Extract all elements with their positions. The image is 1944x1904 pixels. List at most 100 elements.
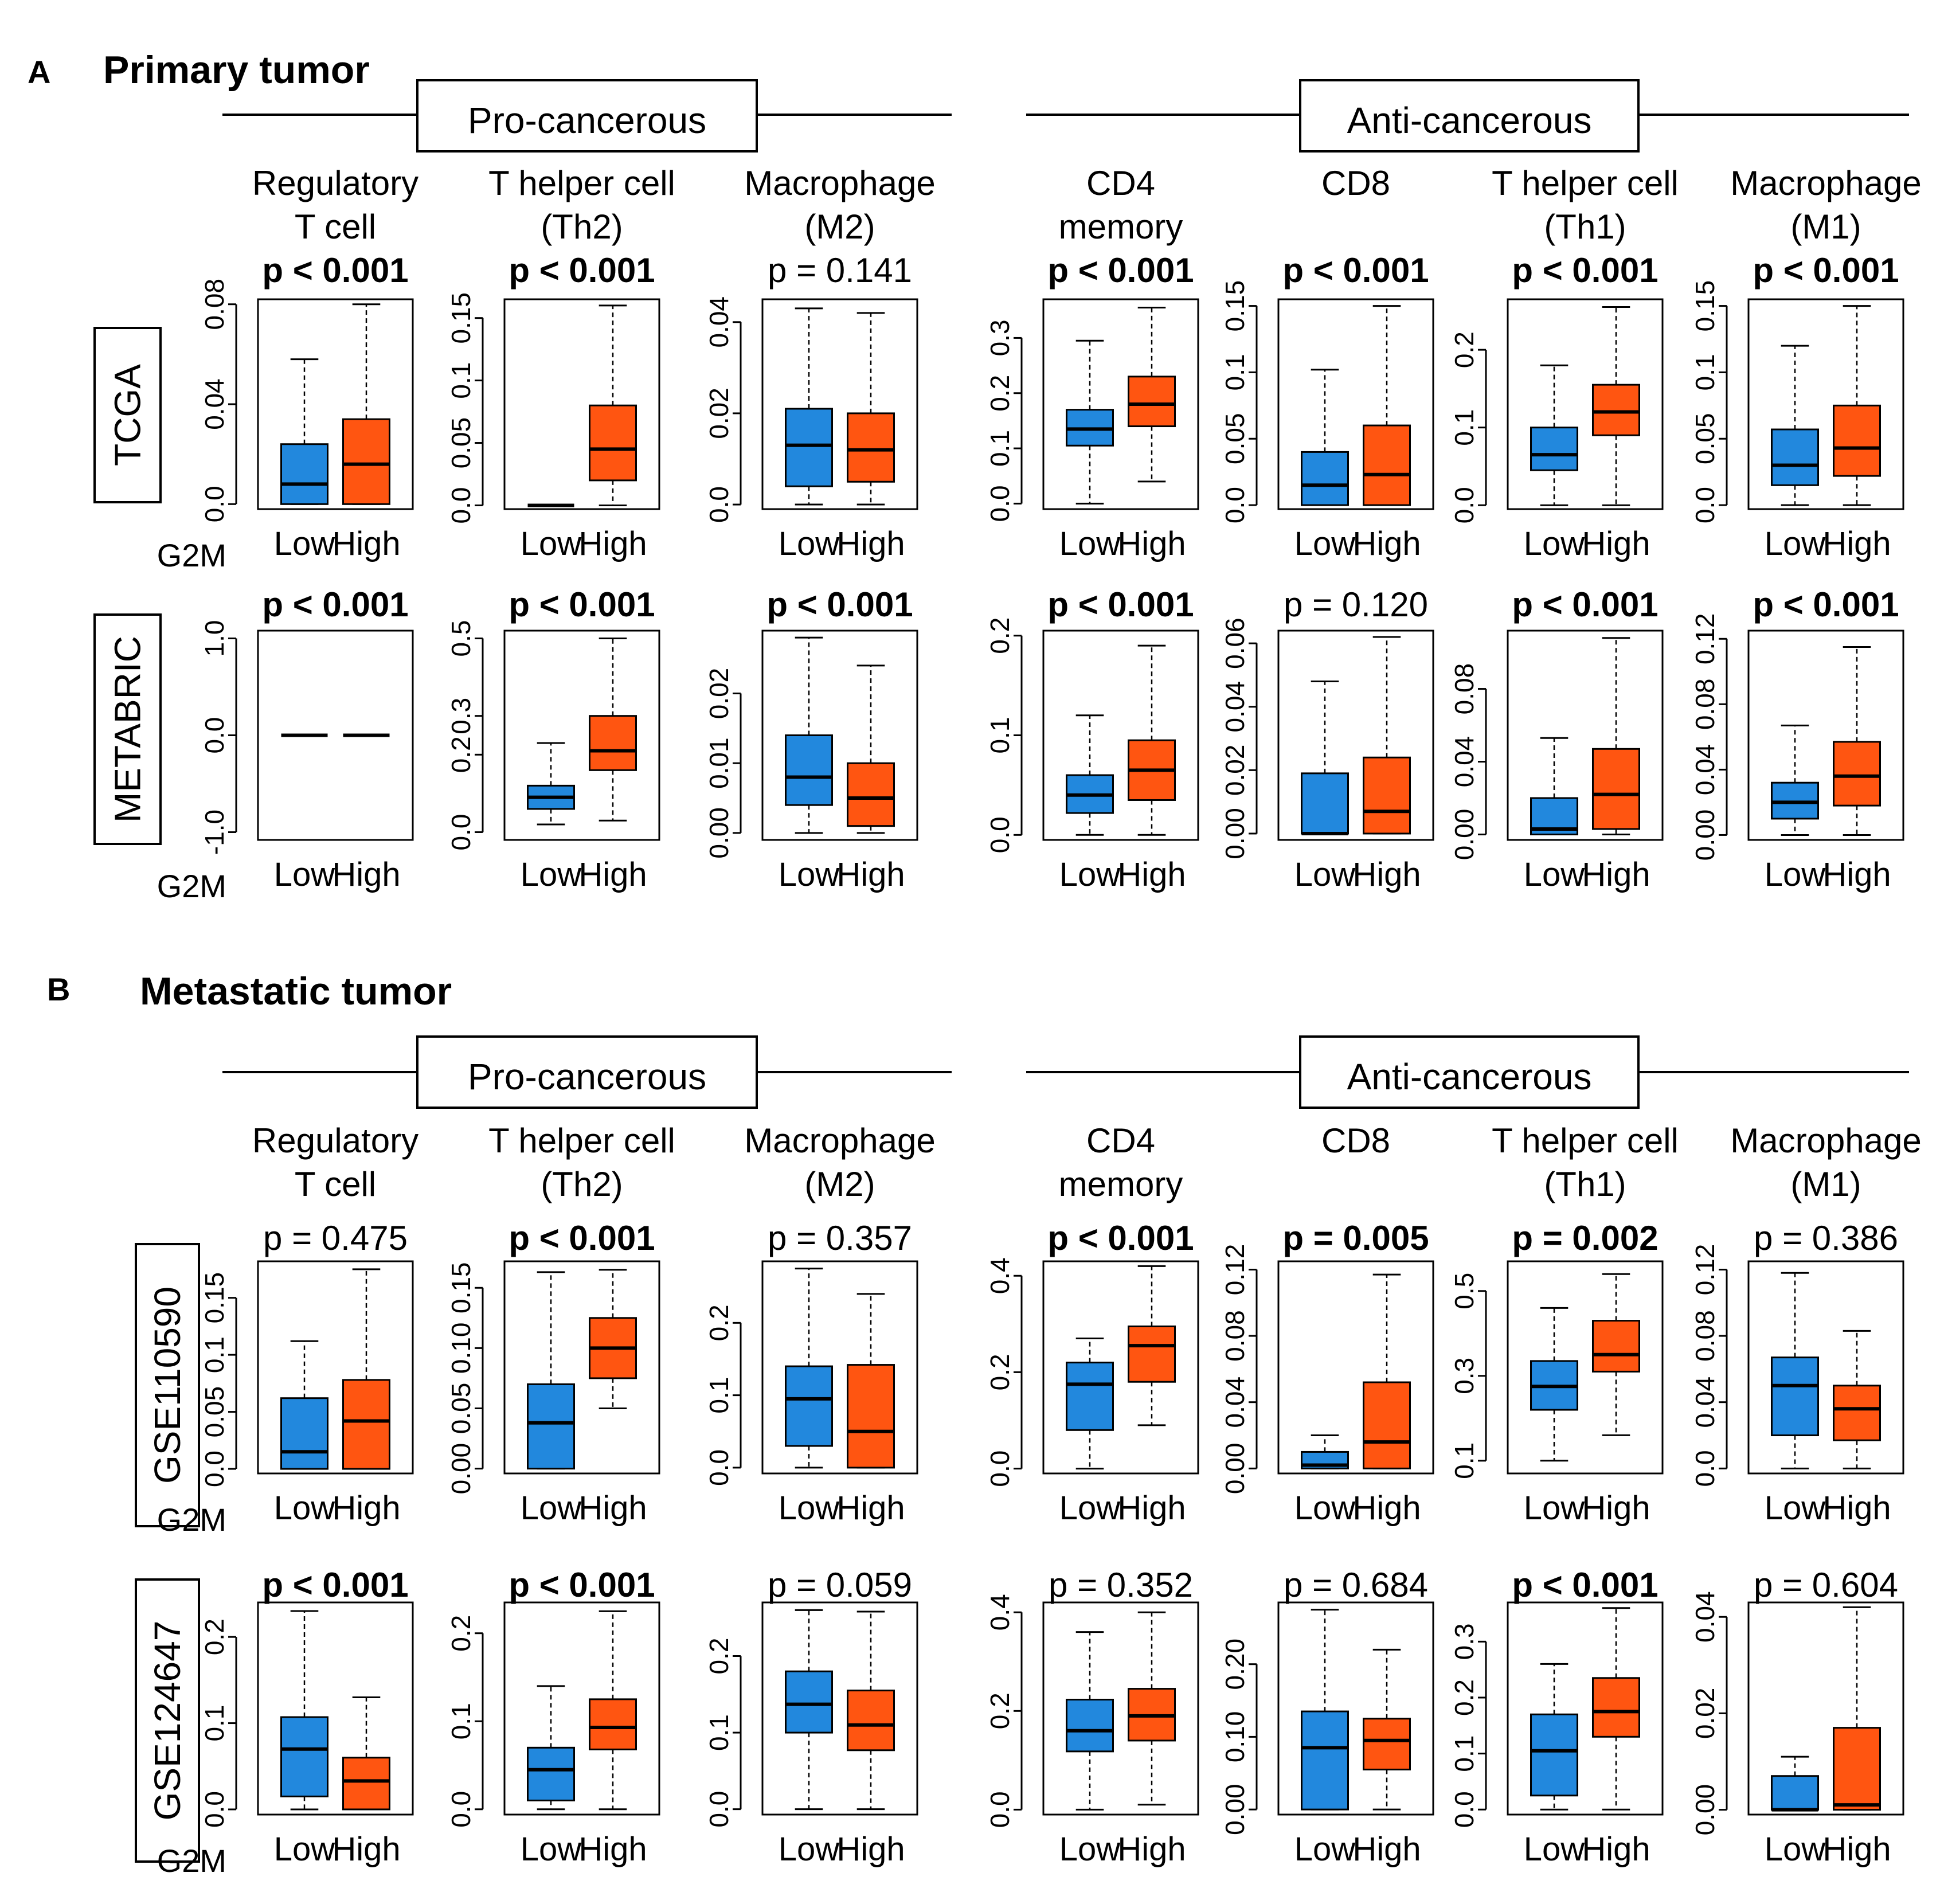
plot-frame (257, 1601, 414, 1816)
y-tick-label: 0.0 (446, 814, 476, 851)
box-low (527, 1383, 575, 1470)
x-tick-label-high: High (1117, 1831, 1186, 1868)
p-value-label: p < 0.001 (1512, 1566, 1658, 1604)
plot-frame (1277, 1260, 1434, 1475)
dataset-frame (135, 1243, 200, 1527)
y-tick-label: 0.0 (704, 1449, 734, 1486)
plot-frame (761, 298, 918, 510)
p-value-label: p < 0.001 (262, 1566, 408, 1604)
y-tick-label: 0.12 (1690, 1244, 1720, 1296)
y-tick-label: 0.1 (1449, 1442, 1479, 1479)
x-tick-label-low: Low (1524, 1831, 1586, 1868)
x-tick-label-high: High (1352, 856, 1421, 893)
column-label-a-t-helper-cell: T helper cell (1492, 164, 1679, 202)
box-high (1592, 384, 1640, 436)
y-tick-label: 0.1 (446, 362, 476, 399)
y-tick-label: 0.01 (704, 737, 734, 789)
x-tick-label-low: Low (274, 525, 336, 562)
y-tick-label: 0.05 (446, 417, 476, 469)
x-tick-label-low: Low (779, 525, 840, 562)
y-tick-label: 0.0 (446, 487, 476, 523)
box-low (1771, 1775, 1819, 1811)
group-label: G2M (157, 1502, 226, 1538)
y-tick-label: 0.04 (704, 296, 734, 348)
p-value-label: p = 0.475 (263, 1219, 408, 1257)
x-tick-label-high: High (578, 525, 647, 562)
x-tick-label-high: High (836, 1831, 905, 1868)
y-tick-label: 0.3 (1449, 1623, 1479, 1660)
box-high (1363, 1381, 1411, 1469)
y-tick-label: 0.5 (446, 620, 476, 657)
plot-frame (1747, 1601, 1904, 1816)
x-tick-label-low: Low (1765, 856, 1826, 893)
x-tick-label-high: High (1822, 1489, 1891, 1527)
x-tick-label-low: Low (1059, 1489, 1121, 1527)
dataset-label-gse110590: GSE110590 (147, 1287, 188, 1484)
y-tick-label: 0.2 (1449, 1679, 1479, 1716)
x-tick-label-low: Low (1524, 1489, 1586, 1527)
plot-frame (1042, 1601, 1199, 1816)
box-low (1771, 1356, 1819, 1437)
x-tick-label-high: High (578, 856, 647, 893)
x-tick-label-low: Low (1524, 856, 1586, 893)
y-tick-label: 0.12 (1690, 613, 1720, 664)
y-tick-label: 0.15 (446, 292, 476, 344)
section-b-pro-header: Pro-cancerous (222, 1035, 952, 1109)
column-label-a-macrophage: Macrophage (744, 164, 936, 202)
box-low (1301, 1710, 1349, 1811)
y-tick-label: 0.10 (1220, 1711, 1250, 1763)
y-tick-label: 0.2 (446, 736, 476, 773)
plot-frame (1277, 1601, 1434, 1816)
p-value-label: p < 0.001 (509, 251, 655, 290)
p-value-label: p < 0.001 (1512, 585, 1658, 624)
plot-frame (1277, 630, 1434, 841)
y-tick-label: 0.0 (985, 816, 1015, 853)
y-tick-label: 0.2 (200, 1618, 229, 1655)
box-high (847, 412, 895, 483)
y-tick-label: 0.3 (1449, 1358, 1479, 1394)
y-tick-label: 0.08 (1690, 1310, 1720, 1362)
y-tick-label: 0.1 (704, 1714, 734, 1751)
box-low (527, 1746, 575, 1801)
x-tick-label-high: High (578, 1831, 647, 1868)
y-tick-label: 0.0 (704, 486, 734, 523)
section-a-anti-label: Anti-cancerous (1347, 100, 1592, 141)
box-low (785, 1365, 833, 1447)
x-tick-label-low: Low (274, 856, 336, 893)
y-tick-label: 0.00 (1690, 810, 1720, 861)
x-tick-label-low: Low (1765, 1831, 1826, 1868)
y-tick-label: 0.15 (1220, 280, 1250, 332)
p-value-label: p = 0.352 (1049, 1566, 1193, 1604)
x-tick-label-high: High (1822, 1831, 1891, 1868)
column-label-b-macrophage: Macrophage (744, 1121, 936, 1160)
dataset-label-metabric: METABRIC (107, 636, 148, 823)
column-label-b-macrophage: Macrophage (1730, 1121, 1922, 1160)
box-high (1833, 1727, 1881, 1811)
x-tick-label-high: High (836, 525, 905, 562)
plot-frame (761, 1601, 918, 1816)
x-tick-label-low: Low (521, 525, 582, 562)
p-value-label: p < 0.001 (509, 1219, 655, 1257)
x-tick-label-high: High (1352, 1489, 1421, 1527)
y-tick-label: 0.1 (985, 430, 1015, 467)
y-tick-label: 0.1 (446, 1703, 476, 1739)
p-value-label: p = 0.386 (1754, 1219, 1898, 1257)
column-label-b-th1: (Th1) (1544, 1165, 1626, 1203)
column-label-a-m2: (M2) (804, 208, 875, 246)
y-tick-label: 0.1 (1220, 354, 1250, 390)
column-label-b-m2: (M2) (804, 1165, 875, 1203)
y-tick-label: 0.00 (1220, 1784, 1250, 1835)
column-label-b-t-helper-cell: T helper cell (488, 1121, 675, 1160)
plot-frame (503, 1601, 660, 1816)
section-a-pro-header: Pro-cancerous (222, 79, 952, 153)
y-tick-label: 0.00 (1220, 808, 1250, 859)
